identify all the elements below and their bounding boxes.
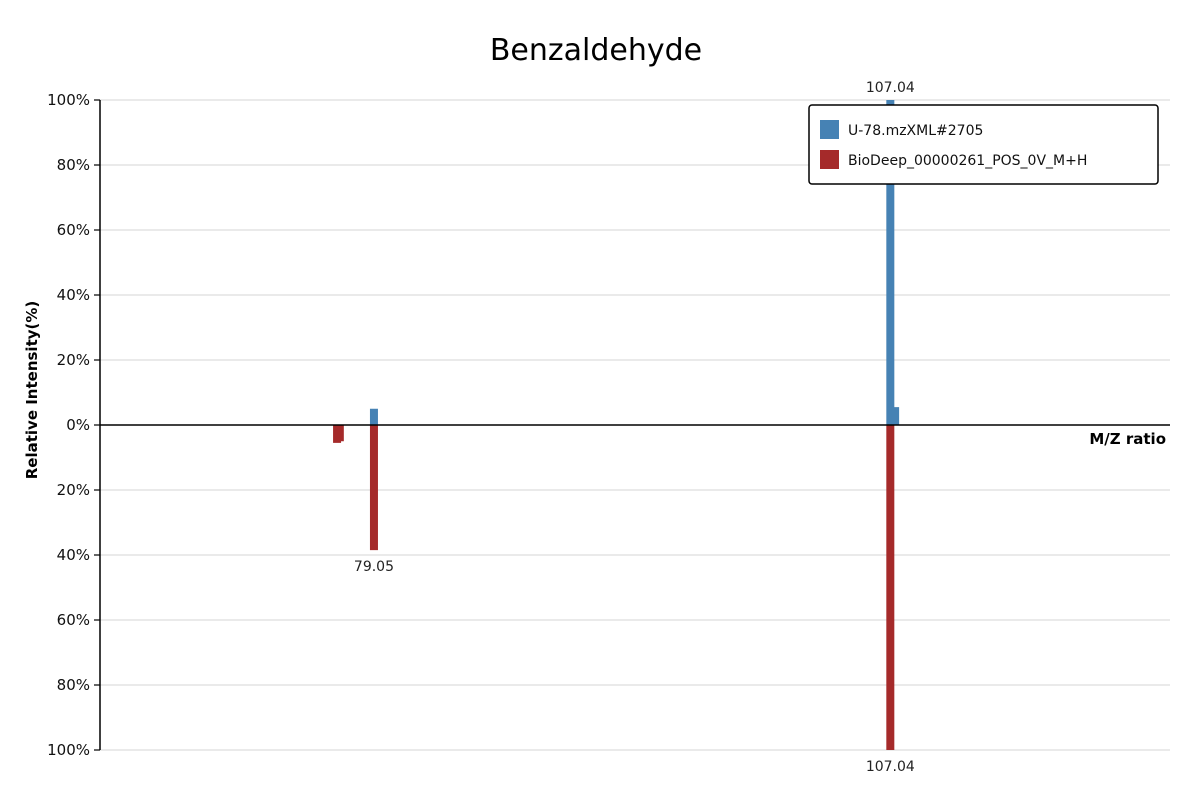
legend-box (808, 104, 1159, 185)
y-tick-label: 0% (66, 416, 90, 434)
peak-labels: 107.04 79.05 107.04 (354, 80, 915, 775)
peak-label: 107.04 (866, 759, 915, 775)
peak-label: 107.04 (866, 80, 915, 96)
legend-swatch-reference (820, 150, 839, 169)
y-tick-label: 20% (57, 351, 90, 369)
y-tick-label: 60% (57, 611, 90, 629)
peak-bar (369, 425, 378, 551)
legend-label-reference: BioDeep_00000261_POS_0V_M+H (848, 153, 1087, 169)
peak-bar (886, 100, 895, 425)
legend: U-78.mzXML#2705 BioDeep_00000261_POS_0V_… (808, 104, 1159, 185)
y-axis-ticks: 100% 80% 60% 40% 20% 0% 20% 40% 60% 80% 100% (47, 91, 100, 759)
peak-bar (369, 408, 378, 425)
y-tick-label: 80% (57, 676, 90, 694)
y-tick-label: 40% (57, 286, 90, 304)
chart-title: Benzaldehyde (490, 33, 702, 68)
y-tick-label: 60% (57, 221, 90, 239)
legend-label-query: U-78.mzXML#2705 (848, 123, 983, 139)
grid (100, 99, 1170, 751)
y-tick-label: 80% (57, 156, 90, 174)
y-tick-label: 100% (47, 741, 90, 759)
peak-bar (886, 425, 895, 750)
y-axis-title: Relative Intensity(%) (23, 301, 41, 480)
peak-bar (335, 425, 344, 442)
y-tick-label: 40% (57, 546, 90, 564)
peak-bar (891, 407, 900, 425)
legend-swatch-query (820, 120, 839, 139)
y-tick-label: 100% (47, 91, 90, 109)
peak-bars (333, 100, 900, 750)
peak-label: 79.05 (354, 559, 394, 575)
x-axis-title: M/Z ratio (1089, 430, 1166, 448)
y-tick-label: 20% (57, 481, 90, 499)
